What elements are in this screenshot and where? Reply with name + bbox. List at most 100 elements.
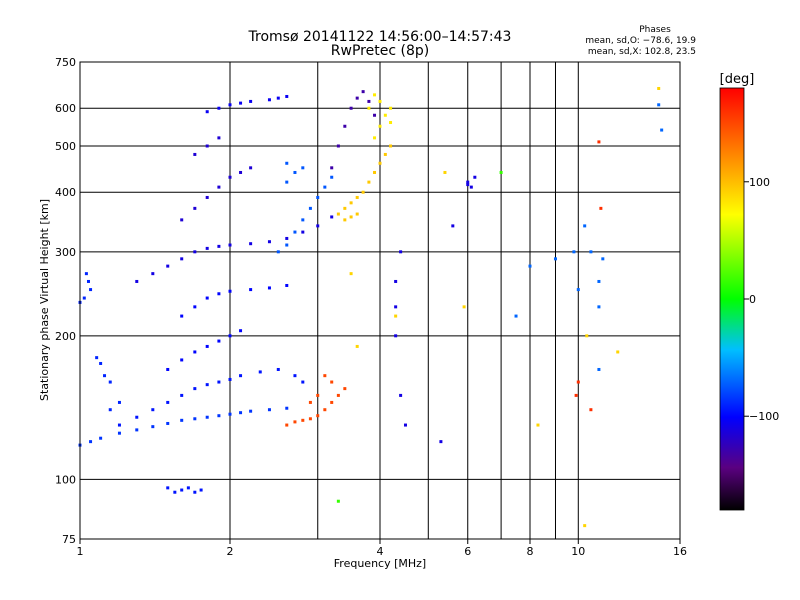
- x-axis-label: Frequency [MHz]: [334, 557, 426, 570]
- data-point: [205, 383, 209, 387]
- data-point: [217, 339, 221, 343]
- data-point: [330, 215, 334, 219]
- phases-stats-x: mean, sd,X: 102.8, 23.5: [588, 47, 696, 57]
- data-point: [394, 314, 398, 318]
- data-point: [267, 240, 271, 244]
- data-point: [316, 393, 320, 397]
- data-point: [316, 224, 320, 228]
- data-point: [205, 246, 209, 250]
- data-point: [394, 279, 398, 283]
- data-point: [301, 380, 305, 384]
- data-point: [276, 96, 280, 100]
- data-point: [166, 421, 170, 425]
- data-point: [576, 380, 580, 384]
- data-point: [239, 101, 243, 105]
- data-point: [316, 414, 320, 418]
- data-point: [99, 436, 103, 440]
- data-point: [373, 136, 377, 140]
- data-point: [349, 106, 353, 110]
- y-tick-label: 400: [55, 186, 76, 199]
- data-point: [616, 350, 620, 354]
- data-point: [399, 393, 403, 397]
- data-point: [383, 152, 387, 156]
- data-point: [572, 250, 576, 254]
- colorbar-label: [deg]: [720, 72, 755, 87]
- data-point: [217, 244, 221, 248]
- grid-lines: [80, 62, 680, 539]
- x-tick-label: 6: [464, 545, 471, 558]
- y-tick-label: 600: [55, 102, 76, 115]
- data-point: [173, 490, 177, 494]
- data-point: [89, 288, 93, 292]
- data-point: [228, 334, 232, 338]
- data-point: [499, 170, 503, 174]
- data-point: [166, 400, 170, 404]
- data-point: [399, 250, 403, 254]
- x-tick-label: 1: [77, 545, 84, 558]
- data-point: [553, 257, 557, 261]
- chart-title: Tromsø 20141122 14:56:00–14:57:43: [248, 29, 512, 45]
- data-point: [343, 218, 347, 222]
- y-tick-label: 100: [55, 473, 76, 486]
- data-point: [323, 374, 327, 378]
- data-point: [597, 140, 601, 144]
- data-point: [349, 215, 353, 219]
- data-point: [180, 418, 184, 422]
- data-point: [301, 230, 305, 234]
- data-point: [117, 400, 121, 404]
- data-point: [583, 524, 587, 528]
- data-point: [657, 103, 661, 107]
- data-point: [267, 286, 271, 290]
- data-point: [205, 344, 209, 348]
- data-point: [383, 113, 387, 117]
- data-point: [574, 393, 578, 397]
- data-point: [389, 106, 393, 110]
- data-point: [394, 334, 398, 338]
- data-point: [228, 377, 232, 381]
- data-point: [285, 406, 289, 410]
- data-point: [95, 356, 99, 360]
- data-point: [466, 180, 470, 184]
- data-point: [336, 393, 340, 397]
- data-point: [166, 264, 170, 268]
- data-point: [599, 206, 603, 210]
- data-point: [193, 387, 197, 391]
- data-point: [205, 296, 209, 300]
- data-point: [394, 305, 398, 309]
- data-point: [361, 190, 365, 194]
- data-point: [239, 411, 243, 415]
- data-point: [217, 185, 221, 189]
- data-point: [378, 124, 382, 128]
- data-point: [82, 296, 86, 300]
- y-axis-ticks: 75 100 200 300 400 500 600 750: [55, 56, 76, 546]
- x-tick-label: 16: [673, 545, 687, 558]
- data-point: [99, 361, 103, 365]
- data-point: [308, 206, 312, 210]
- data-point: [378, 99, 382, 103]
- data-point: [536, 423, 540, 427]
- data-point: [267, 98, 271, 102]
- data-point: [355, 96, 359, 100]
- data-point: [293, 170, 297, 174]
- data-point: [285, 236, 289, 240]
- data-point: [367, 180, 371, 184]
- data-point: [601, 257, 605, 261]
- x-tick-label: 8: [527, 545, 534, 558]
- data-point: [180, 257, 184, 261]
- data-point: [151, 425, 155, 429]
- data-point: [443, 170, 447, 174]
- data-point: [89, 440, 93, 444]
- data-point: [349, 272, 353, 276]
- data-point: [135, 279, 139, 283]
- data-point: [285, 243, 289, 247]
- data-point: [330, 175, 334, 179]
- data-point: [660, 128, 664, 132]
- data-point: [378, 161, 382, 165]
- data-point: [597, 279, 601, 283]
- data-point: [349, 201, 353, 205]
- scatter-points: [78, 86, 664, 528]
- data-point: [217, 414, 221, 418]
- data-point: [193, 250, 197, 254]
- data-point: [597, 305, 601, 309]
